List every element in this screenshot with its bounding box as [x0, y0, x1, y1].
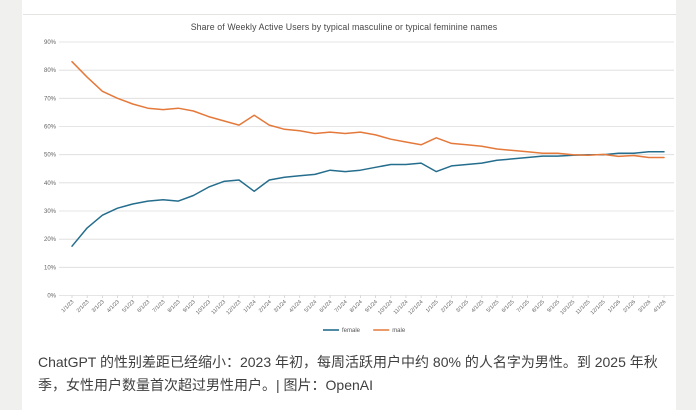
svg-text:8/1/25: 8/1/25 [531, 299, 546, 314]
legend-label-female: female [342, 328, 361, 334]
svg-text:4/1/26: 4/1/26 [653, 299, 668, 314]
svg-text:12/1/24: 12/1/24 [408, 299, 425, 316]
svg-text:1/1/26: 1/1/26 [607, 299, 622, 314]
figure-caption: ChatGPT 的性别差距已经缩小：2023 年初，每周活跃用户中约 80% 的… [38, 354, 658, 393]
svg-text:10/1/24: 10/1/24 [377, 299, 394, 316]
series-line-male [71, 60, 665, 159]
svg-text:4/1/24: 4/1/24 [288, 299, 303, 314]
svg-text:11/1/23: 11/1/23 [211, 299, 228, 316]
svg-text:4/1/25: 4/1/25 [470, 299, 485, 314]
svg-text:1/1/24: 1/1/24 [243, 299, 258, 314]
svg-text:3/1/23: 3/1/23 [91, 299, 106, 314]
svg-text:11/1/24: 11/1/24 [393, 299, 410, 316]
series-line-female [71, 151, 665, 247]
svg-text:10%: 10% [44, 265, 57, 271]
svg-text:60%: 60% [44, 124, 57, 130]
svg-text:90%: 90% [44, 40, 57, 46]
svg-text:30%: 30% [44, 209, 57, 215]
svg-text:5/1/24: 5/1/24 [303, 299, 318, 314]
svg-text:8/1/24: 8/1/24 [349, 299, 364, 314]
legend: female male [323, 328, 406, 334]
svg-text:7/1/23: 7/1/23 [152, 299, 167, 314]
svg-text:2/1/24: 2/1/24 [258, 299, 273, 314]
svg-text:3/1/26: 3/1/26 [637, 299, 652, 314]
svg-text:5/1/25: 5/1/25 [486, 299, 501, 314]
x-axis-labels: 1/1/23 2/1/23 3/1/23 4/1/23 5/1/23 6/1/23 7/1/… [61, 295, 668, 316]
svg-text:4/1/23: 4/1/23 [106, 299, 121, 314]
svg-text:10/1/25: 10/1/25 [559, 299, 576, 316]
svg-text:2/1/26: 2/1/26 [622, 299, 637, 314]
page-background-left-strip [0, 0, 22, 410]
svg-text:11/1/25: 11/1/25 [575, 299, 592, 316]
svg-text:2/1/25: 2/1/25 [440, 299, 455, 314]
svg-text:40%: 40% [44, 181, 57, 187]
svg-text:2/1/23: 2/1/23 [76, 299, 91, 314]
svg-text:80%: 80% [44, 68, 57, 74]
svg-text:6/1/25: 6/1/25 [501, 299, 516, 314]
legend-label-male: male [392, 328, 406, 334]
svg-text:20%: 20% [44, 237, 57, 243]
svg-text:12/1/25: 12/1/25 [590, 299, 607, 316]
svg-text:70%: 70% [44, 96, 57, 102]
svg-text:6/1/23: 6/1/23 [136, 299, 151, 314]
svg-text:6/1/24: 6/1/24 [319, 299, 334, 314]
article-divider-line [23, 14, 676, 15]
chart-title: Share of Weekly Active Users by typical … [190, 22, 498, 32]
svg-text:3/1/25: 3/1/25 [455, 299, 470, 314]
svg-text:1/1/25: 1/1/25 [425, 299, 440, 314]
page-background-right-strip [676, 0, 696, 410]
svg-text:3/1/24: 3/1/24 [273, 299, 288, 314]
svg-text:8/1/23: 8/1/23 [167, 299, 182, 314]
svg-text:10/1/23: 10/1/23 [195, 299, 212, 316]
svg-text:50%: 50% [44, 153, 57, 159]
svg-text:1/1/23: 1/1/23 [61, 299, 76, 314]
svg-text:0%: 0% [47, 294, 56, 300]
gender-share-chart: 0%10%20%30%40%50%60%70%80%90%1/1/23 2/1/2… [44, 40, 674, 334]
svg-text:7/1/25: 7/1/25 [516, 299, 531, 314]
svg-text:12/1/23: 12/1/23 [225, 299, 242, 316]
svg-text:7/1/24: 7/1/24 [334, 299, 349, 314]
y-axis-labels: 0% 10% 20% 30% 40% 50% 60% 70% 80% 90% [44, 40, 57, 300]
svg-text:5/1/23: 5/1/23 [121, 299, 136, 314]
